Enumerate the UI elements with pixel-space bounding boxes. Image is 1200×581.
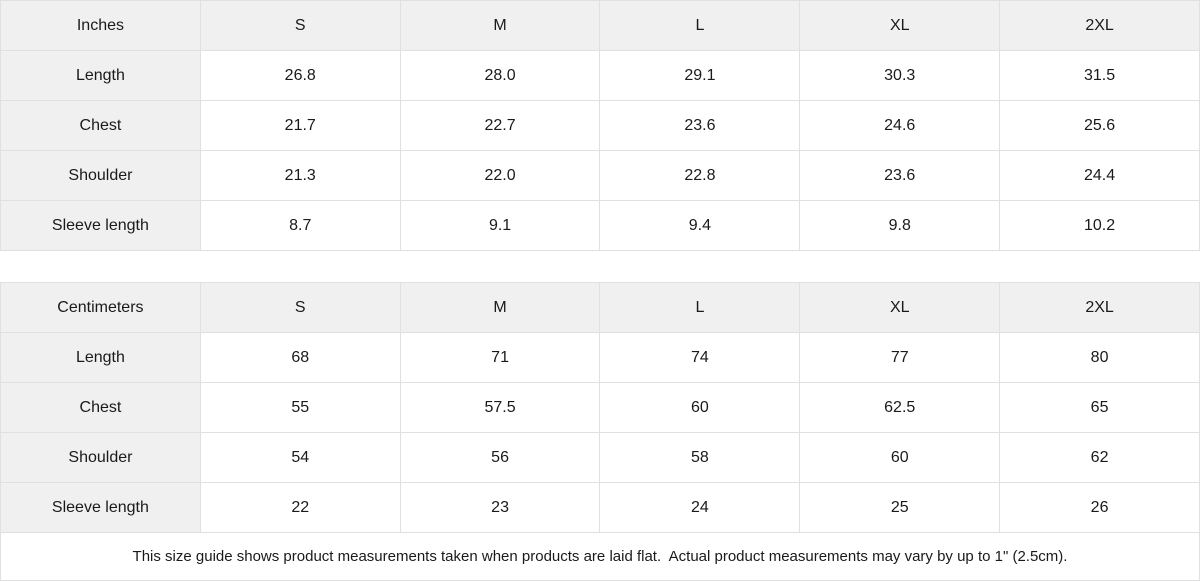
value-cell: 9.4 [599, 200, 801, 251]
value-cell: 80 [999, 332, 1200, 383]
value-cell: 24.6 [799, 100, 1001, 151]
value-cell: 29.1 [599, 50, 801, 101]
size-table-inches-header-row: Inches S M L XL 2XL [0, 0, 1200, 51]
size-header-cell: XL [799, 0, 1001, 51]
size-header-cell: S [199, 282, 401, 333]
value-cell: 65 [999, 382, 1200, 433]
value-cell: 21.7 [199, 100, 401, 151]
size-header-cell: M [399, 282, 601, 333]
value-cell: 22 [199, 482, 401, 533]
value-cell: 55 [199, 382, 401, 433]
table-row: Chest 55 57.5 60 62.5 65 [0, 382, 1200, 433]
value-cell: 68 [199, 332, 401, 383]
value-cell: 77 [799, 332, 1001, 383]
value-cell: 10.2 [999, 200, 1200, 251]
row-label-cell: Shoulder [0, 432, 201, 483]
value-cell: 28.0 [399, 50, 601, 101]
value-cell: 9.1 [399, 200, 601, 251]
table-row: Shoulder 21.3 22.0 22.8 23.6 24.4 [0, 150, 1200, 201]
unit-header-cell: Inches [0, 0, 201, 51]
value-cell: 58 [599, 432, 801, 483]
value-cell: 22.8 [599, 150, 801, 201]
row-label-cell: Sleeve length [0, 482, 201, 533]
value-cell: 22.0 [399, 150, 601, 201]
value-cell: 31.5 [999, 50, 1200, 101]
size-table-centimeters: Centimeters S M L XL 2XL Length 68 71 74… [0, 282, 1200, 533]
value-cell: 9.8 [799, 200, 1001, 251]
row-label-cell: Length [0, 50, 201, 101]
value-cell: 56 [399, 432, 601, 483]
size-header-cell: 2XL [999, 282, 1200, 333]
value-cell: 24.4 [999, 150, 1200, 201]
value-cell: 62.5 [799, 382, 1001, 433]
value-cell: 22.7 [399, 100, 601, 151]
row-label-cell: Chest [0, 382, 201, 433]
size-header-cell: L [599, 282, 801, 333]
table-row: Sleeve length 22 23 24 25 26 [0, 482, 1200, 533]
size-guide-note: This size guide shows product measuremen… [0, 533, 1200, 581]
row-label-cell: Sleeve length [0, 200, 201, 251]
size-header-cell: 2XL [999, 0, 1200, 51]
table-gap-spacer [0, 251, 1200, 282]
table-row: Length 26.8 28.0 29.1 30.3 31.5 [0, 50, 1200, 101]
value-cell: 30.3 [799, 50, 1001, 101]
value-cell: 23.6 [599, 100, 801, 151]
value-cell: 26.8 [199, 50, 401, 101]
table-row: Length 68 71 74 77 80 [0, 332, 1200, 383]
table-row: Sleeve length 8.7 9.1 9.4 9.8 10.2 [0, 200, 1200, 251]
size-header-cell: M [399, 0, 601, 51]
table-row: Chest 21.7 22.7 23.6 24.6 25.6 [0, 100, 1200, 151]
row-label-cell: Length [0, 332, 201, 383]
value-cell: 71 [399, 332, 601, 383]
value-cell: 60 [599, 382, 801, 433]
value-cell: 57.5 [399, 382, 601, 433]
value-cell: 24 [599, 482, 801, 533]
size-table-inches: Inches S M L XL 2XL Length 26.8 28.0 29.… [0, 0, 1200, 251]
size-header-cell: S [199, 0, 401, 51]
value-cell: 54 [199, 432, 401, 483]
table-row: Shoulder 54 56 58 60 62 [0, 432, 1200, 483]
value-cell: 23.6 [799, 150, 1001, 201]
value-cell: 21.3 [199, 150, 401, 201]
size-header-cell: XL [799, 282, 1001, 333]
value-cell: 62 [999, 432, 1200, 483]
row-label-cell: Chest [0, 100, 201, 151]
value-cell: 25.6 [999, 100, 1200, 151]
size-header-cell: L [599, 0, 801, 51]
value-cell: 23 [399, 482, 601, 533]
unit-header-cell: Centimeters [0, 282, 201, 333]
value-cell: 26 [999, 482, 1200, 533]
row-label-cell: Shoulder [0, 150, 201, 201]
value-cell: 60 [799, 432, 1001, 483]
value-cell: 25 [799, 482, 1001, 533]
size-table-centimeters-header-row: Centimeters S M L XL 2XL [0, 282, 1200, 333]
value-cell: 74 [599, 332, 801, 383]
value-cell: 8.7 [199, 200, 401, 251]
